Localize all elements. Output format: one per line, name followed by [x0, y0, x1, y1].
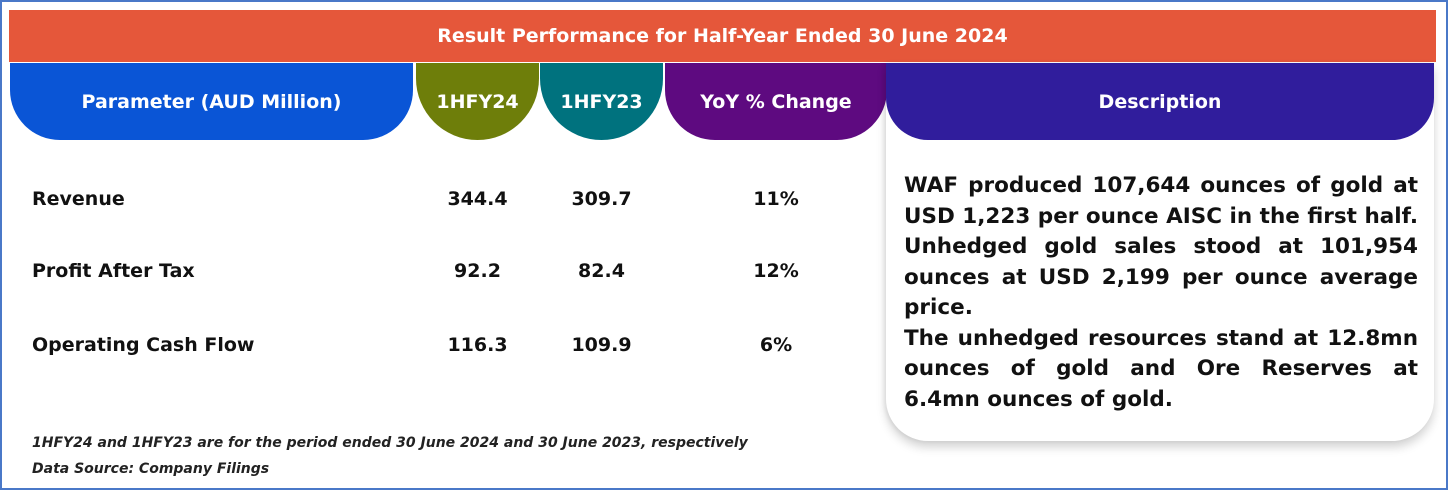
table-row: Profit After Tax 92.2 82.4 12% [2, 260, 882, 290]
row-1hfy24-value: 92.2 [454, 260, 501, 282]
row-1hfy23-value: 109.9 [571, 334, 632, 356]
header-1hfy24: 1HFY24 [416, 63, 539, 140]
row-yoy-value: 6% [759, 334, 793, 356]
row-label: Profit After Tax [32, 260, 195, 282]
row-1hfy23-value: 309.7 [571, 188, 632, 210]
data-source-note: Data Source: Company Filings [32, 461, 270, 477]
header-description: Description [886, 63, 1434, 140]
description-text: WAF produced 107,644 ounces of gold at U… [904, 171, 1418, 415]
row-1hfy23-value: 82.4 [578, 260, 625, 282]
table-row: Operating Cash Flow 116.3 109.9 6% [2, 334, 882, 364]
table-row: Revenue 344.4 309.7 11% [2, 188, 882, 218]
period-footnote: 1HFY24 and 1HFY23 are for the period end… [32, 435, 748, 451]
report-title: Result Performance for Half-Year Ended 3… [9, 10, 1436, 62]
description-paragraph: The unhedged resources stand at 12.8mn o… [904, 325, 1418, 412]
description-card: Description WAF produced 107,644 ounces … [886, 63, 1434, 441]
row-1hfy24-value: 116.3 [447, 334, 508, 356]
description-paragraph: WAF produced 107,644 ounces of gold at U… [904, 173, 1418, 320]
row-label: Operating Cash Flow [32, 334, 255, 356]
row-label: Revenue [32, 188, 125, 210]
header-yoy-change: YoY % Change [665, 63, 887, 140]
row-1hfy24-value: 344.4 [447, 188, 508, 210]
row-yoy-value: 12% [753, 260, 799, 282]
header-parameter: Parameter (AUD Million) [10, 63, 413, 140]
header-1hfy23: 1HFY23 [540, 63, 663, 140]
row-yoy-value: 11% [753, 188, 799, 210]
